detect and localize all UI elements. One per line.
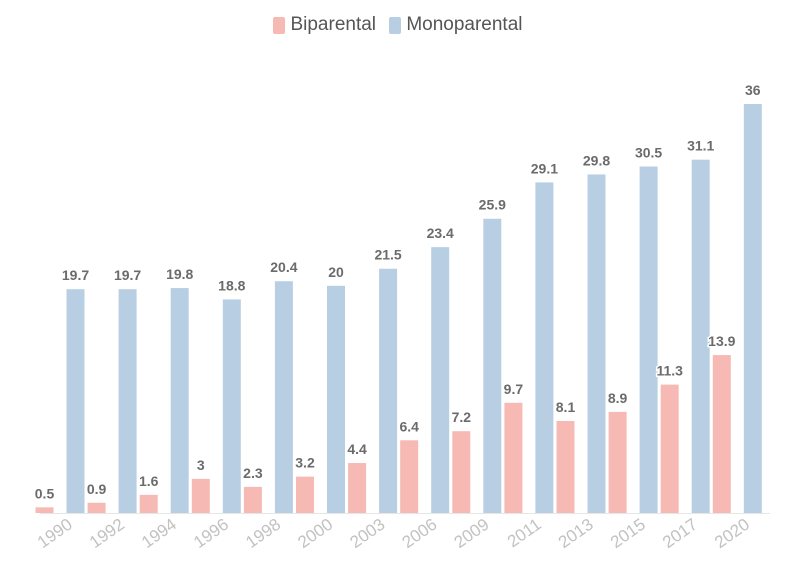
data-label-biparental-2015: 8.9: [608, 390, 628, 406]
legend: Biparental Monoparental: [0, 14, 796, 40]
data-label-monoparental-1998: 20.4: [270, 259, 297, 275]
x-tick-label-2006: 2006: [399, 515, 441, 552]
data-label-biparental-1994: 1.6: [139, 473, 159, 489]
data-label-biparental-1996: 3: [197, 457, 205, 473]
bar-biparental-2013[interactable]: [556, 420, 575, 513]
data-label-monoparental-1994: 19.8: [166, 266, 193, 282]
bar-biparental-2020[interactable]: [712, 355, 731, 513]
x-tick-label-2013: 2013: [555, 515, 597, 552]
bar-biparental-1994[interactable]: [139, 494, 158, 513]
x-tick-label-2020: 2020: [711, 515, 753, 552]
bar-biparental-2015[interactable]: [608, 411, 627, 513]
bar-monoparental-1990[interactable]: [66, 289, 85, 513]
bar-monoparental-2006[interactable]: [431, 247, 450, 513]
bar-biparental-2017[interactable]: [660, 384, 679, 513]
legend-label-biparental: Biparental: [290, 14, 377, 35]
data-label-biparental-2020: 13.9: [708, 333, 735, 349]
x-tick-label-2015: 2015: [607, 515, 649, 552]
x-tick-label-2009: 2009: [451, 515, 493, 552]
legend-item-monoparental[interactable]: Monoparental: [389, 14, 523, 36]
x-tick-label-2000: 2000: [294, 515, 336, 552]
data-label-biparental-2003: 4.4: [347, 441, 367, 457]
bar-biparental-2000[interactable]: [296, 476, 314, 513]
data-label-monoparental-2009: 25.9: [479, 197, 506, 213]
bar-monoparental-2011[interactable]: [535, 182, 554, 513]
data-label-biparental-2009: 7.2: [452, 409, 472, 425]
data-label-biparental-2013: 8.1: [556, 399, 576, 415]
data-label-monoparental-2003: 21.5: [374, 247, 401, 263]
monoparental-swatch: [389, 16, 402, 34]
bar-monoparental-2000[interactable]: [327, 285, 345, 513]
bar-monoparental-1992[interactable]: [118, 289, 137, 513]
bar-monoparental-1996[interactable]: [222, 299, 241, 513]
bar-biparental-2003[interactable]: [348, 463, 367, 513]
bar-biparental-1992[interactable]: [87, 502, 106, 513]
bar-biparental-1998[interactable]: [243, 486, 262, 513]
data-label-biparental-2006: 6.4: [399, 418, 419, 434]
bar-monoparental-2013[interactable]: [587, 174, 606, 513]
bar-biparental-2006[interactable]: [400, 440, 419, 513]
bar-biparental-2009[interactable]: [452, 431, 471, 513]
data-label-biparental-2011: 9.7: [504, 381, 524, 397]
data-label-biparental-1992: 0.9: [87, 481, 107, 497]
bar-biparental-2011[interactable]: [504, 402, 523, 513]
x-tick-label-1998: 1998: [242, 515, 284, 552]
x-tick-label-2017: 2017: [659, 515, 701, 552]
x-tick-label-2003: 2003: [347, 515, 389, 552]
bar-monoparental-2003[interactable]: [379, 268, 398, 513]
data-label-monoparental-1996: 18.8: [218, 277, 245, 293]
biparental-swatch: [273, 16, 286, 34]
data-label-monoparental-2000: 20: [328, 264, 344, 280]
bar-biparental-1996[interactable]: [191, 478, 210, 513]
x-tick-label-1992: 1992: [86, 515, 128, 552]
data-label-biparental-2017: 11.3: [656, 363, 683, 379]
bar-monoparental-1994[interactable]: [170, 288, 189, 513]
data-label-biparental-1998: 2.3: [243, 465, 263, 481]
data-label-monoparental-2006: 23.4: [427, 225, 454, 241]
x-tick-label-1996: 1996: [190, 515, 232, 552]
x-tick-label-1994: 1994: [138, 515, 180, 552]
bar-biparental-1990[interactable]: [35, 507, 54, 513]
legend-item-biparental[interactable]: Biparental: [273, 14, 376, 36]
data-label-monoparental-2017: 31.1: [687, 138, 714, 154]
bar-monoparental-2017[interactable]: [691, 159, 710, 514]
bar-monoparental-1998[interactable]: [274, 281, 293, 513]
data-label-monoparental-1992: 19.7: [114, 267, 141, 283]
data-label-monoparental-2020: 36: [745, 82, 761, 98]
data-label-monoparental-1990: 19.7: [62, 267, 89, 283]
data-label-monoparental-2011: 29.1: [531, 160, 558, 176]
bar-monoparental-2009[interactable]: [483, 218, 502, 513]
x-tick-label-1990: 1990: [34, 515, 76, 552]
x-tick-label-2011: 2011: [504, 515, 545, 552]
bar-monoparental-2015[interactable]: [639, 166, 658, 513]
data-label-monoparental-2015: 30.5: [635, 144, 662, 160]
data-label-biparental-2000: 3.2: [295, 455, 315, 471]
data-label-monoparental-2013: 29.8: [583, 152, 610, 168]
data-label-biparental-1990: 0.5: [35, 485, 55, 501]
bar-monoparental-2020[interactable]: [743, 104, 762, 513]
legend-label-monoparental: Monoparental: [406, 14, 523, 35]
